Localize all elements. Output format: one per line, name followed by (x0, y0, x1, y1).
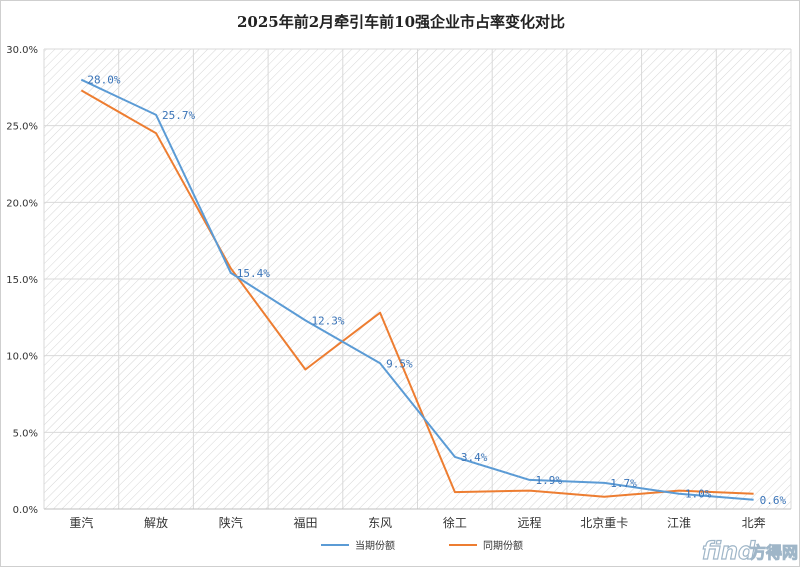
y-tick-label: 0.0% (13, 505, 38, 516)
x-tick-label: 重汽 (69, 515, 93, 530)
data-label: 12.3% (311, 314, 344, 327)
legend-label: 当期份额 (355, 539, 395, 552)
data-label: 9.5% (386, 357, 413, 370)
y-tick-label: 25.0% (6, 122, 38, 133)
x-tick-label: 解放 (144, 515, 168, 530)
y-tick-label: 20.0% (6, 198, 38, 209)
data-label: 25.7% (162, 109, 195, 122)
x-tick-label: 陕汽 (219, 515, 243, 530)
y-tick-label: 5.0% (13, 428, 38, 439)
data-label: 3.4% (461, 451, 488, 464)
x-axis-tick-labels: 重汽 解放 陕汽 福田 东风 徐工 远程 北京重卡 江淮 北奔 (69, 515, 765, 530)
data-label: 0.6% (760, 494, 787, 507)
x-tick-label: 江淮 (667, 516, 691, 530)
x-tick-label: 北奔 (742, 516, 766, 530)
y-tick-label: 15.0% (6, 275, 38, 286)
data-label: 15.4% (237, 267, 270, 280)
watermark: find 方得网 (701, 536, 798, 565)
x-tick-label: 北京重卡 (580, 516, 628, 530)
watermark-find: find (702, 537, 756, 565)
data-label: 1.9% (536, 474, 563, 487)
legend-label: 同期份额 (483, 539, 523, 552)
data-label: 1.0% (685, 488, 712, 501)
y-tick-label: 10.0% (6, 352, 38, 363)
x-tick-label: 徐工 (443, 515, 467, 530)
data-label: 1.7% (610, 477, 637, 490)
y-axis-tick-labels: 0.0% 5.0% 10.0% 15.0% 20.0% 25.0% 30.0% (6, 45, 38, 516)
x-tick-label: 东风 (368, 516, 392, 530)
series-line (80, 78, 754, 501)
chart-title: 2025年前2月牵引车前10强企业市占率变化对比 (237, 13, 565, 31)
series-lines (80, 78, 754, 501)
x-tick-label: 福田 (293, 515, 317, 530)
series-line (80, 89, 754, 498)
y-tick-label: 30.0% (6, 45, 38, 56)
watermark-brand: 方得网 (750, 543, 798, 562)
x-tick-label: 远程 (518, 515, 542, 530)
data-label: 28.0% (87, 74, 120, 87)
legend: 当期份额 同期份额 (321, 539, 523, 552)
data-labels: 28.0% 25.7% 15.4% 12.3% 9.5% 3.4% 1.9% 1.7% 1.0%… (87, 74, 786, 507)
gridlines (43, 48, 792, 510)
